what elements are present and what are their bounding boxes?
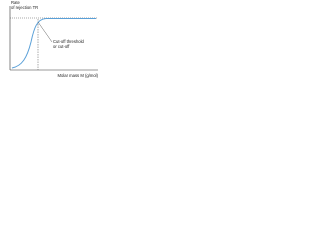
- y-axis-label: Rate: [11, 0, 21, 5]
- x-axis-label: Molar mass M (g/mol): [58, 73, 99, 78]
- annotation: Cut-off threshold: [53, 39, 85, 44]
- annotation: or cut-off: [53, 44, 70, 49]
- rejection-curve: [11, 18, 96, 69]
- leader-line: [37, 21, 53, 43]
- y-axis-label: of rejection TR: [11, 5, 38, 10]
- diagram: Rate of rejection TR Cut-off threshold o…: [9, 0, 99, 78]
